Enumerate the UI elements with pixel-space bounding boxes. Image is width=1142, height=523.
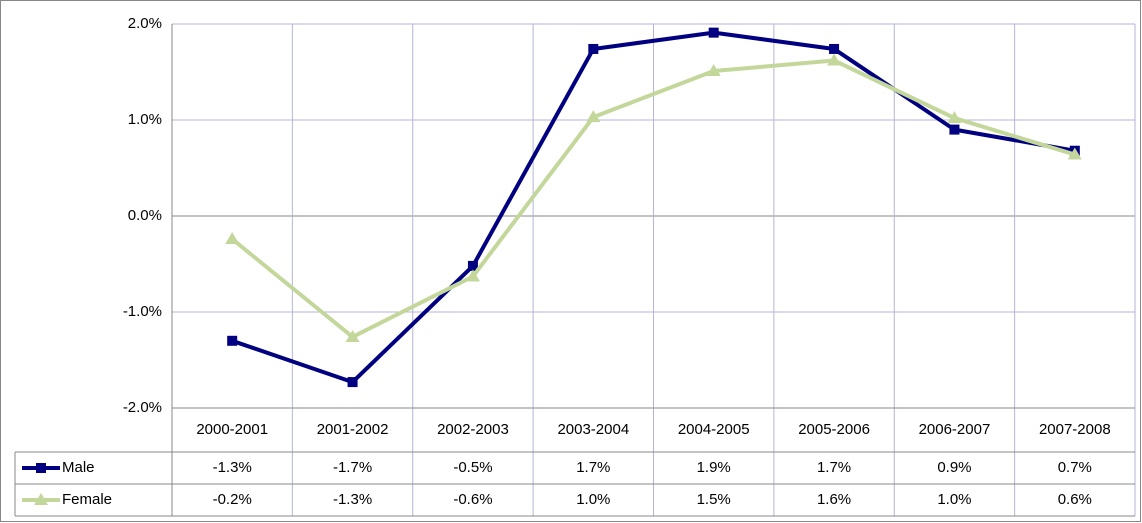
data-point [949, 124, 960, 135]
legend-marker [34, 493, 48, 505]
y-tick-label: -2.0% [123, 399, 162, 416]
data-point [467, 260, 478, 271]
data-point [947, 111, 962, 124]
x-tick-label: 2003-2004 [557, 421, 629, 438]
series-line [231, 30, 1076, 385]
x-tick-label: 2000-2001 [196, 421, 268, 438]
table-value: -0.6% [453, 491, 492, 508]
table-value: 1.5% [697, 491, 731, 508]
data-point [829, 43, 840, 54]
table-value: 0.7% [1058, 459, 1092, 476]
y-tick-label: 1.0% [128, 111, 162, 128]
data-point [465, 269, 480, 282]
x-tick-label: 2002-2003 [437, 421, 509, 438]
table-value: 1.7% [576, 459, 610, 476]
legend-marker [36, 463, 46, 473]
data-point [827, 53, 842, 66]
table-value: 1.6% [817, 491, 851, 508]
y-tick-label: -1.0% [123, 303, 162, 320]
table-value: 0.6% [1058, 491, 1092, 508]
data-point [227, 335, 238, 346]
x-tick-label: 2001-2002 [317, 421, 389, 438]
table-value: 1.0% [576, 491, 610, 508]
table-value: -0.2% [213, 491, 252, 508]
table-value: 1.7% [817, 459, 851, 476]
x-tick-label: 2005-2006 [798, 421, 870, 438]
data-point [706, 64, 721, 77]
x-tick-label: 2004-2005 [678, 421, 750, 438]
table-value: 1.0% [937, 491, 971, 508]
table-value: 1.9% [697, 459, 731, 476]
table-value: -1.7% [333, 459, 372, 476]
x-tick-label: 2007-2008 [1039, 421, 1111, 438]
table-value: 0.9% [937, 459, 971, 476]
data-point [588, 43, 599, 54]
data-point [586, 110, 601, 123]
y-tick-label: 2.0% [128, 15, 162, 32]
y-tick-label: 0.0% [128, 207, 162, 224]
data-point [708, 27, 719, 38]
table-value: -0.5% [453, 459, 492, 476]
legend-label: Female [62, 491, 112, 508]
legend-label: Male [62, 459, 95, 476]
series-line [230, 58, 1076, 339]
data-point [1067, 147, 1082, 160]
data-point [347, 377, 358, 388]
table-value: -1.3% [333, 491, 372, 508]
x-tick-label: 2006-2007 [919, 421, 991, 438]
data-point [345, 329, 360, 342]
table-value: -1.3% [213, 459, 252, 476]
data-point [225, 232, 240, 245]
